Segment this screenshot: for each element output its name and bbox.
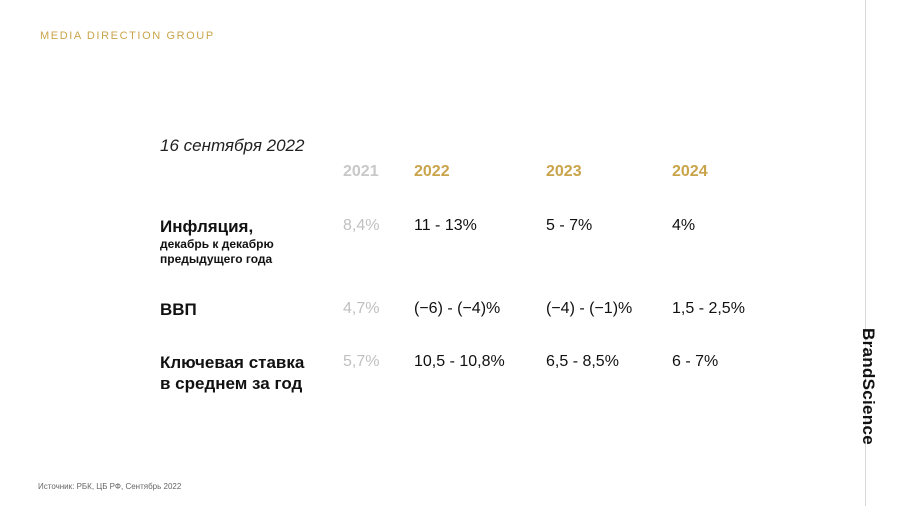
inflation-2024: 4% <box>672 217 696 234</box>
year-2023-header: 2023 <box>546 163 582 180</box>
key-rate-label-2: в среднем за год <box>160 374 303 393</box>
inflation-sublabel-2: предыдущего года <box>160 252 273 266</box>
key-rate-2023: 6,5 - 8,5% <box>546 353 619 370</box>
key-rate-2021: 5,7% <box>343 353 380 370</box>
key-rate-label-1: Ключевая ставка <box>160 353 305 372</box>
gdp-2023: (−4) - (−1)% <box>546 300 633 317</box>
gdp-2024: 1,5 - 2,5% <box>672 300 745 317</box>
inflation-2022: 11 - 13% <box>414 217 477 234</box>
inflation-label: Инфляция, <box>160 217 254 236</box>
gdp-2022: (−6) - (−4)% <box>414 300 501 317</box>
key-rate-2022: 10,5 - 10,8% <box>414 353 505 370</box>
key-rate-2024: 6 - 7% <box>672 353 719 370</box>
year-2021-header: 2021 <box>343 163 379 180</box>
gdp-2021: 4,7% <box>343 300 380 317</box>
vertical-brand-name: BrandScience <box>859 328 878 445</box>
company-brand: MEDIA DIRECTION GROUP <box>40 30 215 42</box>
inflation-2021: 8,4% <box>343 217 380 234</box>
gdp-label: ВВП <box>160 300 197 319</box>
year-2022-header: 2022 <box>414 163 450 180</box>
year-2024-header: 2024 <box>672 163 708 180</box>
inflation-2023: 5 - 7% <box>546 217 593 234</box>
forecast-date: 16 сентября 2022 <box>160 136 305 155</box>
source-note: Источник: РБК, ЦБ РФ, Сентябрь 2022 <box>38 482 182 491</box>
inflation-sublabel-1: декабрь к декабрю <box>160 237 274 251</box>
vertical-divider <box>865 0 866 506</box>
